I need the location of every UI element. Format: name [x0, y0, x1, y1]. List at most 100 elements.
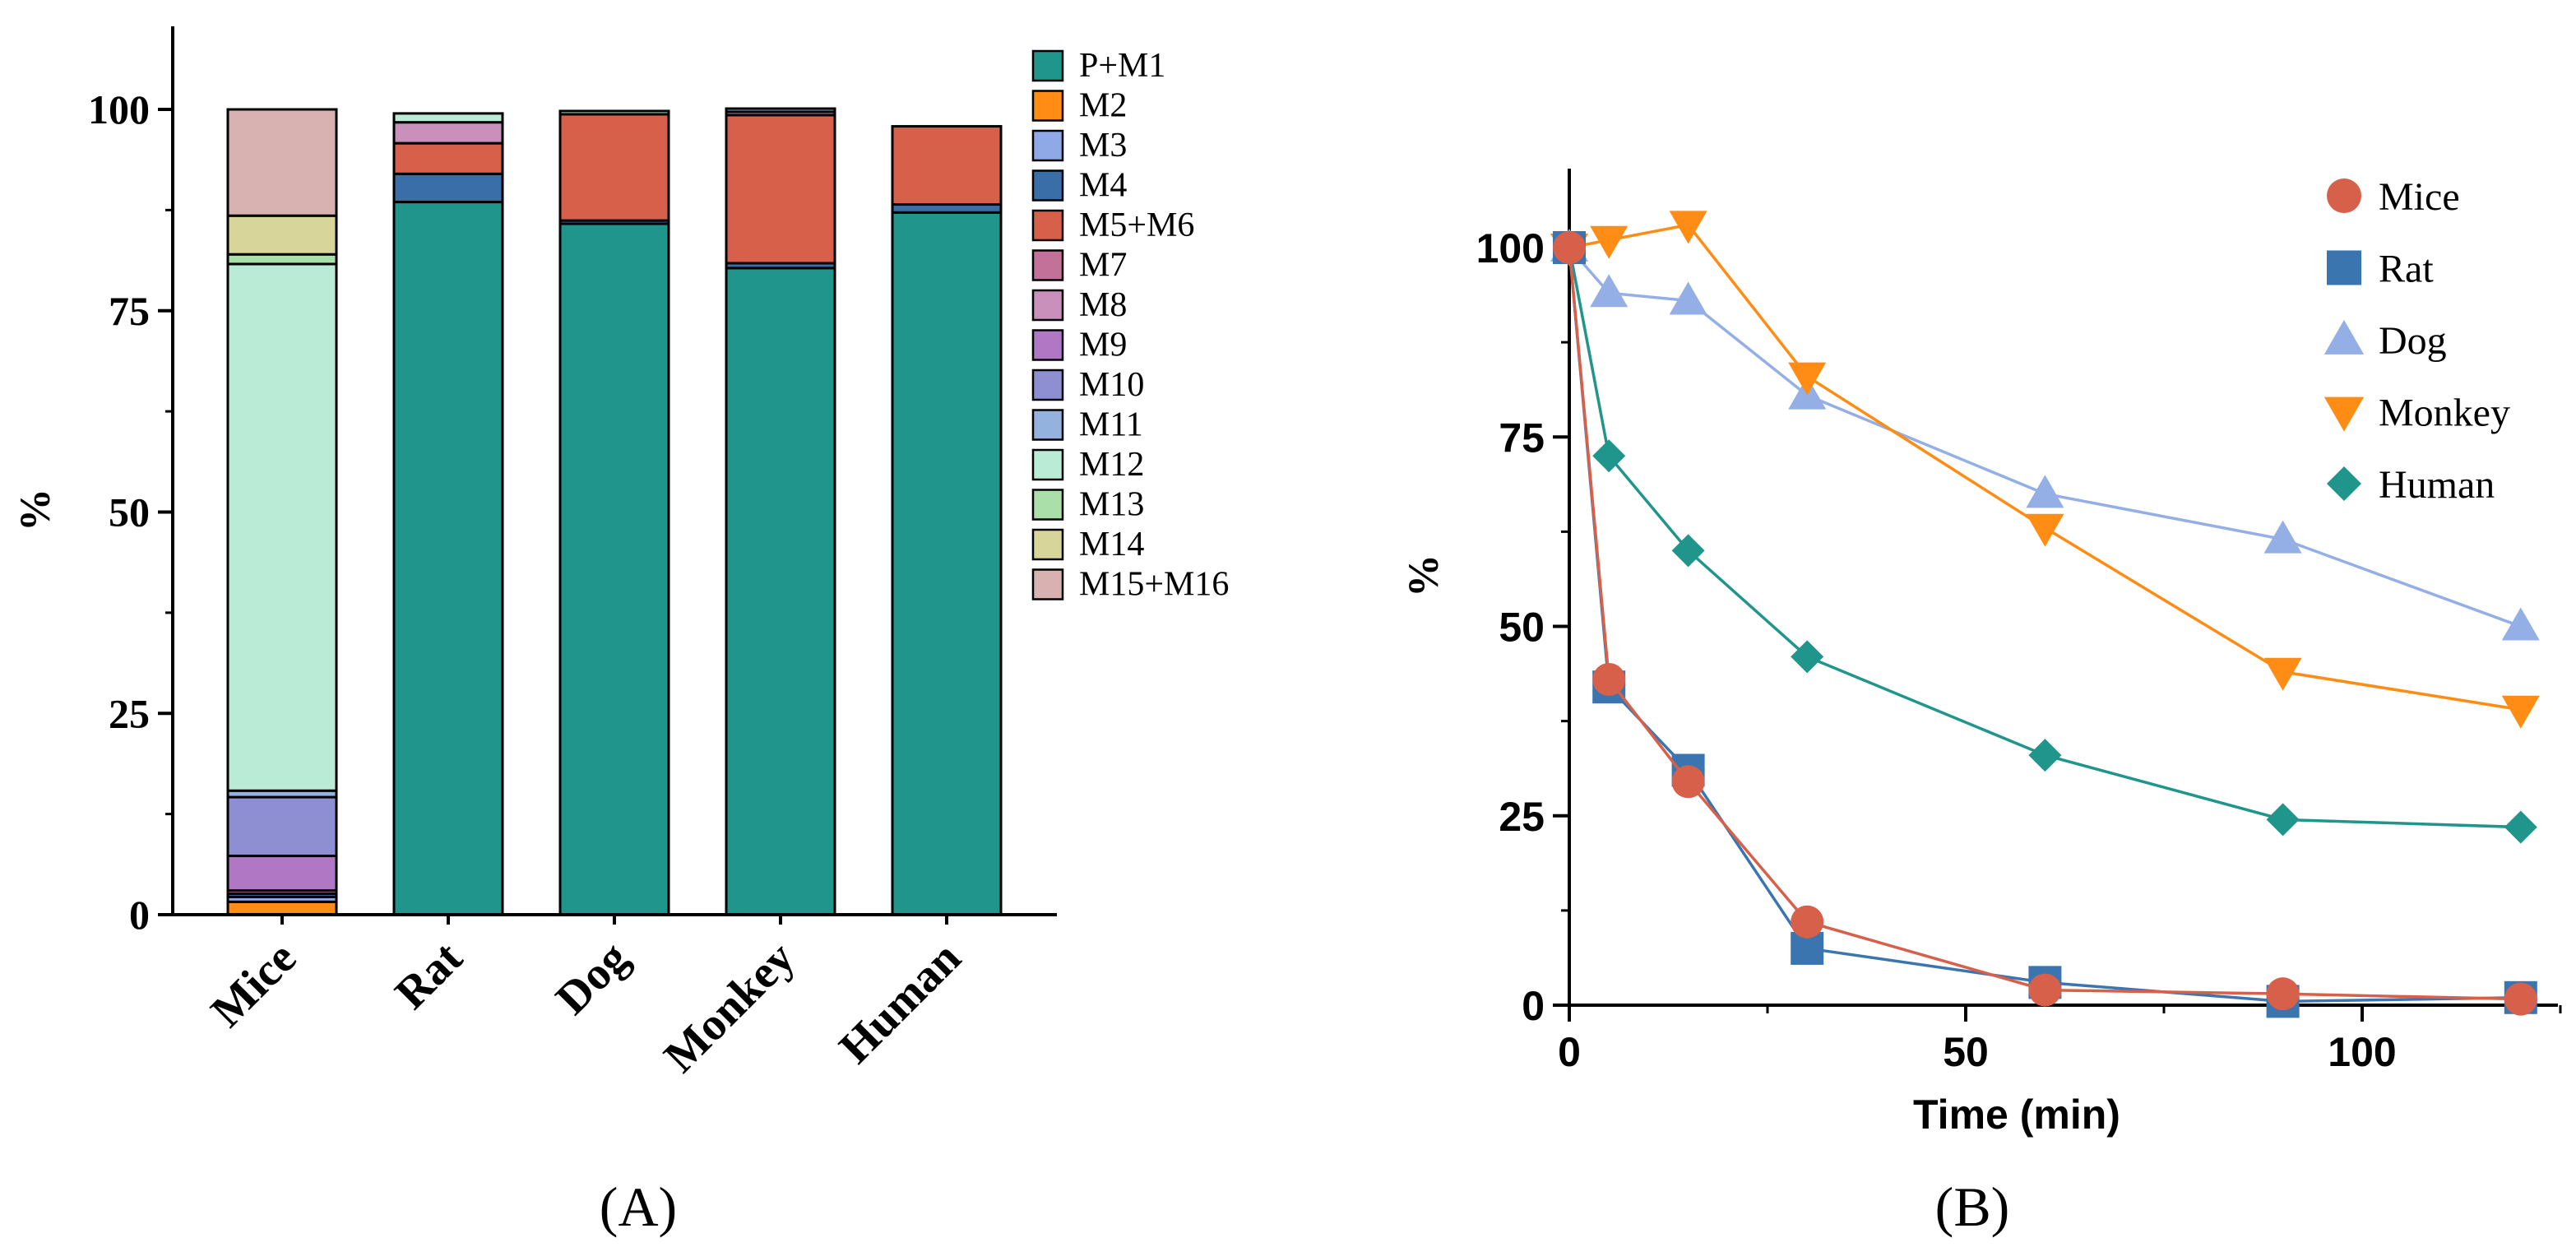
legend-marker-mice: [2327, 178, 2361, 213]
data-point-monkey-30: [1788, 362, 1827, 396]
y-tick-label-100: 100: [88, 86, 150, 132]
line-chart-y-axis-label: %: [1401, 554, 1448, 597]
bar-segment-rat-m8: [392, 121, 504, 145]
x-tick-label-100: 100: [2328, 1029, 2396, 1075]
legend-label-m5-m6: M5+M6: [1079, 206, 1194, 244]
panel-label-b: (B): [1935, 1175, 2010, 1238]
bar-segment-mice-m12: [226, 262, 338, 792]
data-point-human-5: [1592, 439, 1626, 473]
series-mice: [1553, 231, 2537, 1016]
legend-label-m15-m16: M15+M16: [1079, 566, 1229, 604]
legend-label-m13: M13: [1079, 486, 1144, 524]
bar-segment-rat-m5-m6: [392, 141, 504, 175]
line-series: [1550, 211, 2540, 1018]
legend-swatch-m9: [1031, 329, 1064, 361]
legend-marker-dog: [2323, 319, 2365, 355]
x-tick-label-monkey: Monkey: [655, 932, 804, 1082]
bar-segment-mice-m2: [226, 900, 338, 916]
x-tick-label-0: 0: [1558, 1029, 1581, 1075]
data-point-mice-90: [2266, 977, 2300, 1011]
bar-segment-monkey-m11: [725, 107, 836, 114]
line-chart-axes: 0 25 50 75 100 0 50 100: [1476, 169, 2562, 1075]
data-point-dog-15: [1669, 281, 1707, 315]
x-tick-label-dog: Dog: [546, 932, 638, 1024]
bar-segment-human-m5-m6: [891, 125, 1003, 206]
data-point-mice-15: [1671, 765, 1705, 799]
bar-segment-dog-m12: [558, 109, 670, 116]
x-tick-label-human: Human: [830, 932, 971, 1073]
data-point-dog-60: [2026, 475, 2064, 508]
legend-swatch-m3: [1031, 129, 1064, 162]
legend-label-m7: M7: [1079, 247, 1127, 285]
legend-swatch-m5-m6: [1031, 209, 1064, 242]
line-chart-x-axis-label: Time (min): [1913, 1092, 2120, 1138]
legend-swatch-m14: [1031, 528, 1064, 561]
legend-marker-human: [2327, 466, 2361, 501]
panel-label-a: (A): [600, 1175, 677, 1238]
x-tick-label-50: 50: [1943, 1029, 1989, 1075]
legend-label-dog: Dog: [2379, 319, 2447, 363]
data-point-human-15: [1671, 534, 1705, 568]
data-point-monkey-90: [2263, 657, 2302, 691]
legend-swatch-m13: [1031, 489, 1064, 521]
x-tick-label-mice: Mice: [202, 932, 306, 1036]
bar-segment-rat-m12: [392, 112, 504, 124]
legend-label-m8: M8: [1079, 286, 1127, 324]
legend-swatch-m8: [1031, 289, 1064, 322]
legend-label-human: Human: [2379, 463, 2495, 507]
bar-segment-mice-m15-m16: [226, 108, 338, 217]
panel-a-stacked-bar-chart: Mice Rat Dog Monkey Human 0 25 50 75 100 P+M1M2M3…: [12, 26, 1229, 1238]
series-dog: [1550, 229, 2540, 641]
series-line-dog: [1568, 246, 2522, 628]
y-tick-label-50: 50: [1499, 605, 1545, 651]
data-point-mice-5: [1592, 662, 1626, 696]
y-tick-label-100: 100: [1476, 225, 1545, 271]
bar-segment-rat-p-m1: [392, 201, 504, 916]
bar-chart-legend: P+M1M2M3M4M5+M6M7M8M9M10M11M12M13M14M15+…: [1031, 47, 1229, 604]
bar-segment-mice-m9: [226, 855, 338, 892]
line-chart-legend: Mice Rat Dog Monkey Human: [2323, 175, 2510, 507]
legend-label-m3: M3: [1079, 127, 1127, 165]
legend-swatch-m2: [1031, 90, 1064, 122]
bar-segment-mice-m10: [226, 795, 338, 858]
bar-segment-dog-m5-m6: [558, 113, 670, 222]
legend-swatch-m10: [1031, 369, 1064, 401]
y-tick-label-25: 25: [109, 690, 150, 736]
legend-label-m11: M11: [1079, 406, 1143, 444]
bar-segment-monkey-p-m1: [725, 267, 836, 916]
data-point-human-30: [1791, 640, 1824, 674]
y-tick-label-0: 0: [1522, 983, 1545, 1029]
bar-segment-mice-m14: [226, 214, 338, 256]
legend-swatch-p-m1: [1031, 49, 1064, 82]
data-point-mice-0: [1553, 231, 1586, 264]
series-human: [1553, 231, 2537, 844]
data-point-human-120: [2504, 810, 2537, 844]
data-point-human-60: [2028, 739, 2062, 772]
legend-label-m4: M4: [1079, 167, 1127, 205]
y-tick-label-0: 0: [129, 892, 150, 938]
data-point-monkey-60: [2026, 513, 2064, 547]
legend-swatch-m4: [1031, 169, 1064, 202]
legend-swatch-m11: [1031, 409, 1064, 441]
data-point-monkey-120: [2501, 695, 2540, 729]
data-point-dog-5: [1590, 274, 1629, 308]
x-tick-label-rat: Rat: [386, 932, 473, 1019]
legend-label-m12: M12: [1079, 446, 1144, 484]
legend-label-m2: M2: [1079, 87, 1127, 125]
legend-label-m14: M14: [1079, 526, 1144, 563]
legend-marker-monkey: [2323, 396, 2365, 432]
data-point-monkey-15: [1669, 211, 1707, 244]
legend-label-m9: M9: [1079, 327, 1127, 364]
y-tick-label-75: 75: [1499, 415, 1545, 461]
data-point-human-90: [2266, 803, 2300, 837]
data-point-dog-120: [2501, 607, 2540, 641]
bar-segment-monkey-m5-m6: [725, 114, 836, 265]
legend-label-p-m1: P+M1: [1079, 47, 1165, 85]
data-point-mice-30: [1791, 905, 1824, 939]
y-tick-label-50: 50: [109, 489, 150, 535]
bar-chart-y-axis-label: %: [12, 489, 59, 531]
data-point-monkey-5: [1590, 225, 1629, 259]
data-point-mice-120: [2504, 982, 2537, 1016]
bar-segment-mice-m13: [226, 253, 338, 266]
